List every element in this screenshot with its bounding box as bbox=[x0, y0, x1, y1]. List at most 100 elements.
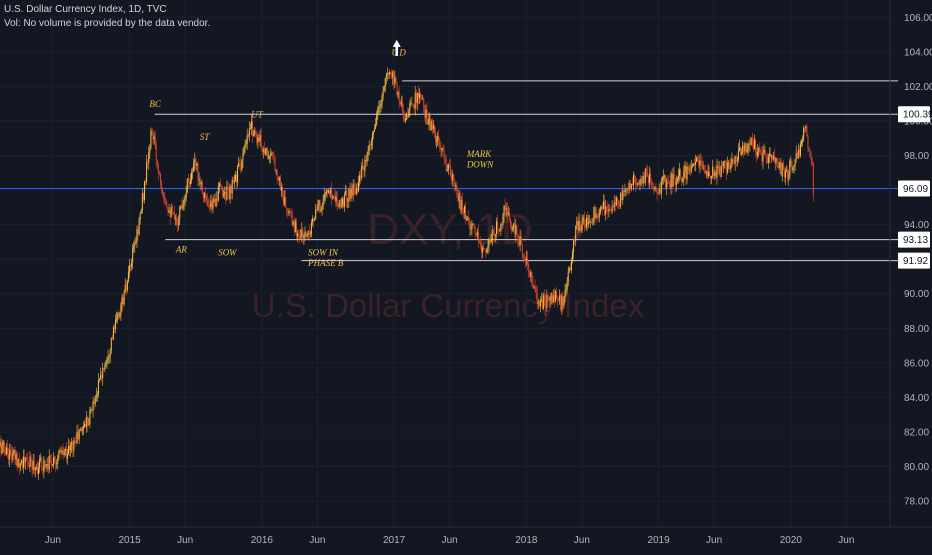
candle bbox=[124, 278, 126, 294]
candle-body bbox=[76, 431, 78, 444]
candle bbox=[592, 217, 594, 226]
candle bbox=[59, 447, 61, 454]
candle-body bbox=[260, 134, 262, 149]
level-price-tag bbox=[898, 106, 930, 123]
candle bbox=[630, 183, 632, 192]
candle bbox=[498, 229, 500, 237]
candle-body bbox=[247, 135, 249, 137]
candle-body bbox=[486, 248, 488, 253]
candle bbox=[398, 85, 400, 109]
candle bbox=[225, 186, 227, 205]
candle-body bbox=[436, 140, 438, 142]
candle bbox=[640, 175, 642, 187]
candle-body bbox=[291, 212, 293, 226]
candle bbox=[529, 270, 531, 278]
candle bbox=[639, 179, 641, 191]
candle bbox=[305, 230, 307, 241]
candle bbox=[441, 147, 443, 157]
candle-body bbox=[5, 447, 7, 455]
candle bbox=[141, 188, 143, 214]
candle bbox=[133, 241, 135, 253]
candle-body bbox=[753, 139, 755, 150]
candle bbox=[163, 191, 165, 204]
candle-body bbox=[204, 192, 206, 197]
candle-body bbox=[721, 165, 723, 167]
candle-body bbox=[340, 204, 342, 207]
candle bbox=[612, 204, 614, 210]
candle-body bbox=[411, 102, 413, 104]
candle-body bbox=[583, 217, 585, 225]
candle-body bbox=[395, 77, 397, 83]
candle-body bbox=[500, 224, 502, 231]
candle bbox=[135, 236, 137, 245]
candle-body bbox=[87, 417, 89, 425]
candle bbox=[653, 182, 655, 195]
candle bbox=[511, 221, 513, 235]
candle bbox=[472, 223, 474, 226]
candle bbox=[202, 191, 204, 203]
candle bbox=[71, 437, 73, 453]
candle-body bbox=[288, 211, 290, 214]
candle bbox=[254, 127, 256, 137]
candle-body bbox=[505, 207, 507, 210]
candle bbox=[518, 235, 520, 247]
annotation-label: MARK bbox=[466, 149, 492, 159]
candle-body bbox=[225, 192, 227, 200]
candle bbox=[42, 466, 44, 476]
candle bbox=[321, 203, 323, 217]
candle bbox=[38, 462, 40, 481]
candle-body bbox=[655, 187, 657, 190]
candle-body bbox=[610, 209, 612, 212]
candle-body bbox=[264, 148, 266, 154]
candle bbox=[401, 95, 403, 114]
candle-body bbox=[733, 162, 735, 164]
candle bbox=[527, 251, 529, 271]
candle-body bbox=[597, 216, 599, 218]
candle-body bbox=[796, 153, 798, 159]
candle bbox=[475, 232, 477, 238]
candle bbox=[43, 455, 45, 479]
candle bbox=[378, 101, 380, 116]
candle-body bbox=[552, 295, 554, 303]
candle-body bbox=[415, 92, 417, 104]
candle bbox=[620, 192, 622, 209]
candle bbox=[125, 279, 127, 296]
candle-body bbox=[757, 151, 759, 156]
candle bbox=[601, 203, 603, 216]
candle bbox=[289, 208, 291, 216]
candle bbox=[51, 464, 53, 467]
candle bbox=[618, 200, 620, 210]
time-axis[interactable]: Jun 2015 Jun 2016 Jun 2017 Jun 2018 Jun 2019 Jun 20… bbox=[45, 535, 855, 546]
candle bbox=[554, 289, 556, 304]
candle bbox=[591, 217, 593, 224]
candle-body bbox=[66, 454, 68, 459]
annotation-label: ST bbox=[200, 132, 211, 142]
candle bbox=[652, 182, 654, 190]
candle-body bbox=[475, 233, 477, 236]
candle bbox=[809, 148, 811, 158]
candle bbox=[776, 157, 778, 167]
candle bbox=[588, 215, 590, 228]
candle-body bbox=[782, 163, 784, 170]
candle bbox=[671, 168, 673, 195]
candle-body bbox=[483, 247, 485, 249]
price-tick-label: 88.00 bbox=[904, 324, 929, 335]
candle bbox=[139, 211, 141, 225]
candle bbox=[385, 72, 387, 85]
candle bbox=[26, 453, 28, 461]
candle-body bbox=[294, 221, 296, 233]
candle-body bbox=[797, 149, 799, 159]
candle-body bbox=[13, 449, 15, 453]
candle bbox=[803, 125, 805, 143]
candle-body bbox=[646, 172, 648, 177]
candle bbox=[31, 458, 33, 478]
candle bbox=[62, 443, 64, 460]
candle bbox=[569, 262, 571, 271]
candle bbox=[309, 230, 311, 238]
candle-body bbox=[715, 172, 717, 178]
candle bbox=[3, 440, 5, 457]
volume-note: Vol: No volume is provided by the data v… bbox=[4, 18, 211, 29]
candle bbox=[72, 440, 74, 457]
